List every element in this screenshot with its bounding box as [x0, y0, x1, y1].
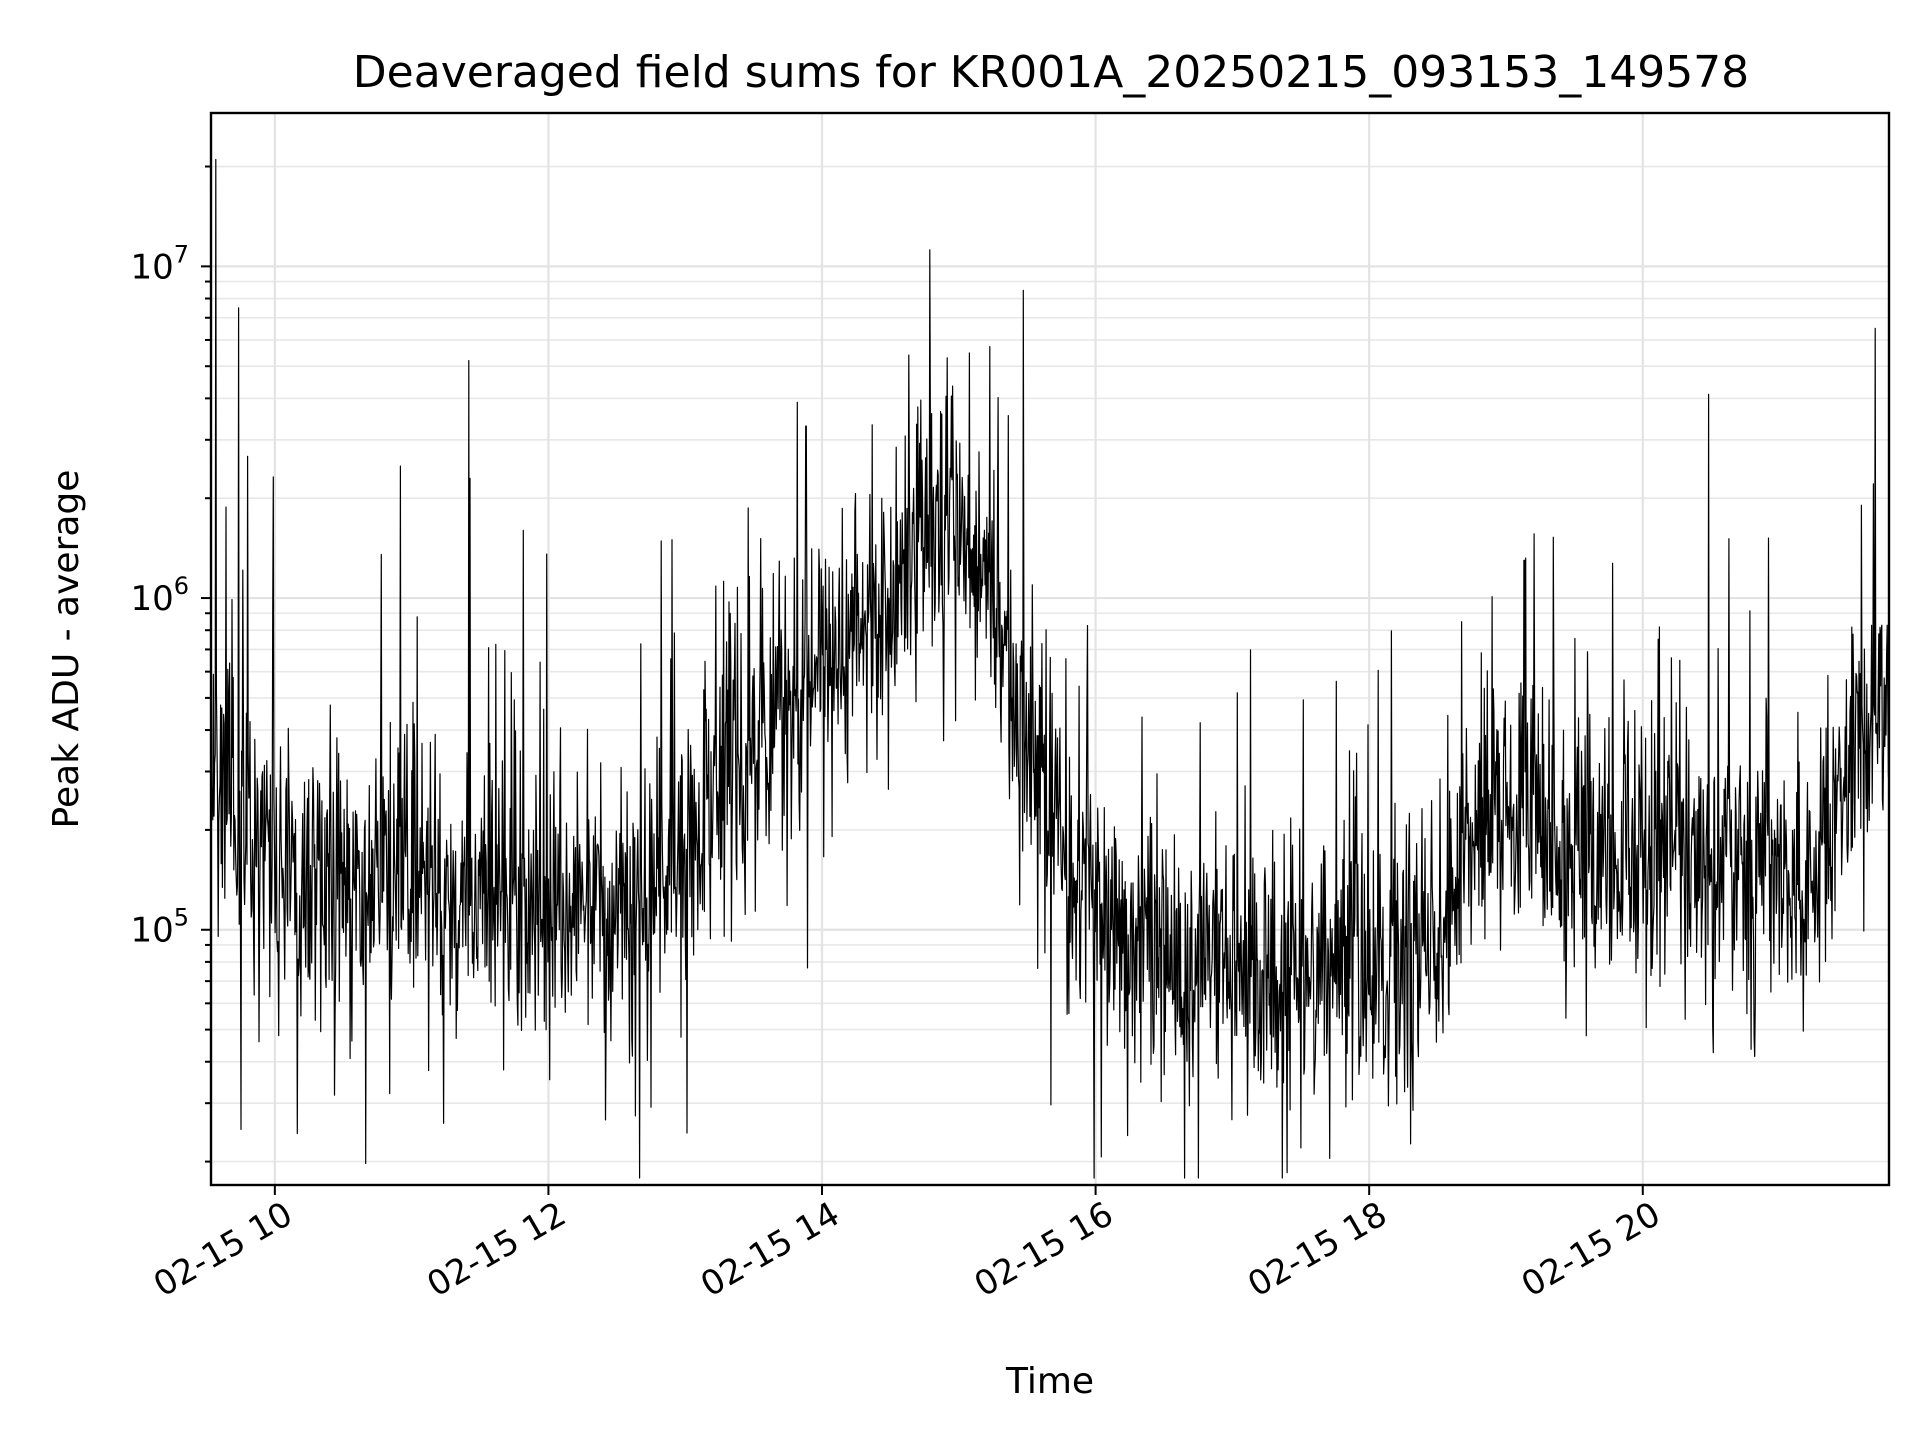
x-tick-label: 02-15 12 — [421, 1194, 573, 1305]
grid-layer — [211, 113, 1889, 1185]
x-tick-layer: 02-15 10 02-15 12 02-15 14 02-15 16 02-15 18… — [147, 1185, 1667, 1305]
y-axis-label: Peak ADU - average — [46, 470, 87, 829]
series-layer — [211, 158, 1889, 1179]
chart-title: Deaveraged field sums for KR001A_2025021… — [353, 47, 1749, 98]
x-tick-label: 02-15 18 — [1241, 1194, 1393, 1305]
x-tick-label: 02-15 14 — [694, 1194, 846, 1305]
y-tick-label: 106 — [130, 572, 189, 619]
x-tick-label: 02-15 16 — [968, 1194, 1120, 1305]
x-tick-label: 02-15 20 — [1515, 1194, 1667, 1305]
x-axis-label: Time — [1005, 1361, 1094, 1402]
y-tick-layer: 105 106 107 — [130, 165, 211, 1163]
x-tick-label: 02-15 10 — [147, 1194, 299, 1305]
y-tick-label: 105 — [130, 904, 189, 951]
y-tick-label: 107 — [130, 240, 189, 287]
series-line — [211, 158, 1889, 1179]
